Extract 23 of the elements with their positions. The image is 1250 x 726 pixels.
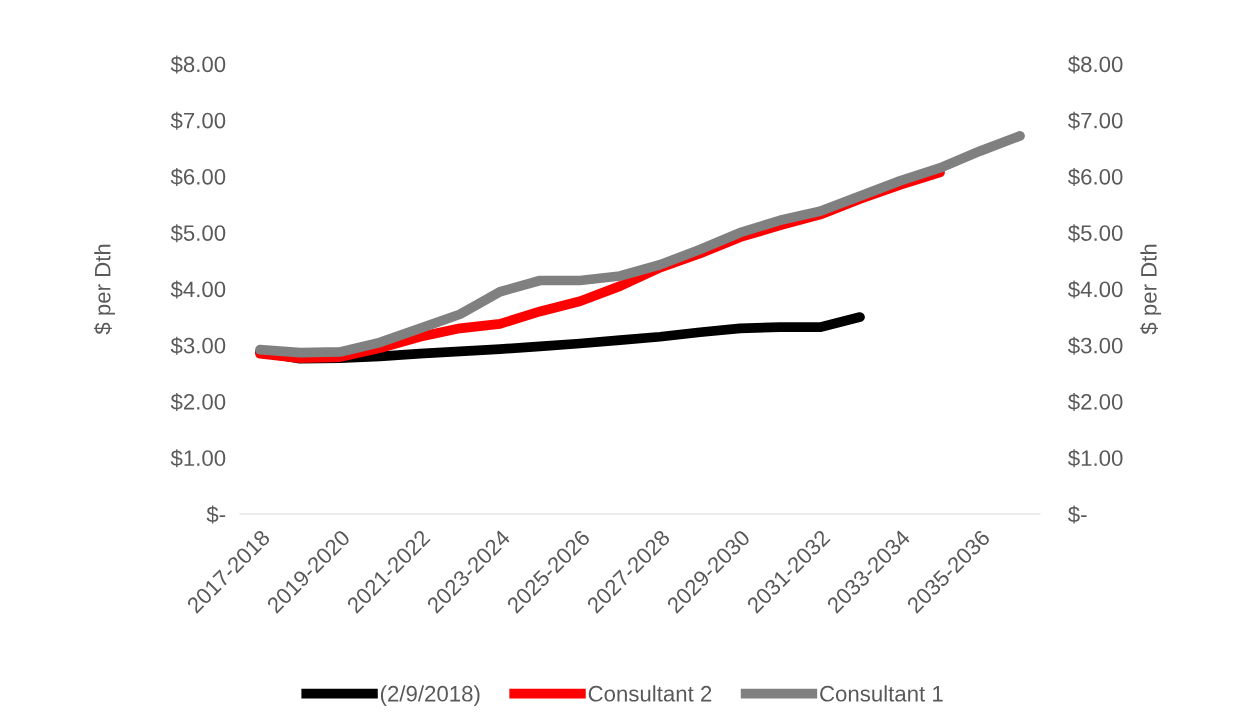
y-tick-label: $4.00 bbox=[170, 280, 226, 299]
y-tick-label: $3.00 bbox=[170, 336, 226, 355]
legend-label: (2/9/2018) bbox=[380, 685, 480, 706]
y-tick-label: $2.00 bbox=[170, 393, 226, 412]
y2-tick-label: $2.00 bbox=[1068, 393, 1123, 412]
y2-tick-label: $5.00 bbox=[1068, 224, 1123, 243]
y2-tick-label: $1.00 bbox=[1068, 449, 1123, 468]
y-tick-label: $5.00 bbox=[170, 224, 226, 243]
y2-tick-label: $4.00 bbox=[1068, 280, 1123, 299]
y-tick-label: $7.00 bbox=[170, 111, 226, 130]
legend-label: Consultant 2 bbox=[588, 685, 712, 702]
y2-tick-label: $7.00 bbox=[1068, 111, 1123, 130]
legend-label: Consultant 1 bbox=[820, 685, 943, 702]
y-tick-label: $- bbox=[206, 505, 226, 524]
y-tick-label: $1.00 bbox=[170, 449, 226, 468]
y2-tick-label: $3.00 bbox=[1068, 336, 1123, 355]
y2-tick-label: $- bbox=[1068, 505, 1087, 524]
y-tick-label: $6.00 bbox=[170, 168, 226, 187]
y2-tick-label: $8.00 bbox=[1068, 55, 1123, 74]
y2-tick-label: $6.00 bbox=[1068, 168, 1123, 187]
y2-axis-title: $ per Dth bbox=[1140, 244, 1162, 335]
y-tick-label: $8.00 bbox=[170, 55, 226, 74]
y-axis-title: $ per Dth bbox=[93, 244, 115, 335]
